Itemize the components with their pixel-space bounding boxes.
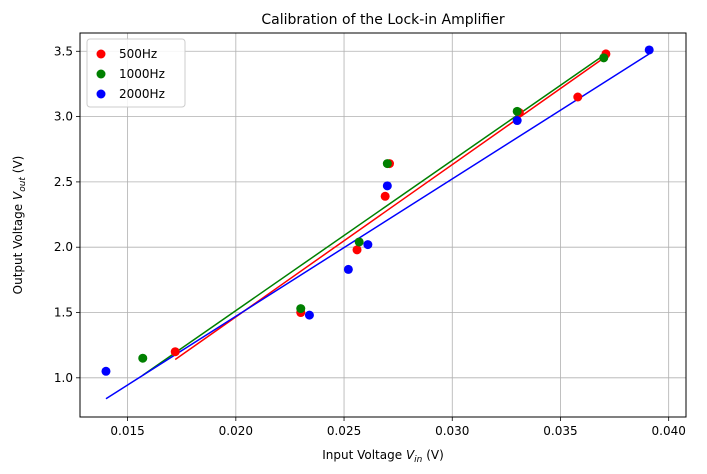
data-point-2000hz [644, 45, 654, 55]
data-point-2000hz [512, 116, 522, 126]
data-point-500hz [380, 191, 390, 201]
x-axis-label-prefix: Input Voltage [322, 448, 406, 462]
y-axis-label-sub: out [18, 177, 28, 192]
x-tick-label: 0.015 [110, 424, 144, 438]
data-point-1000hz [296, 304, 306, 314]
data-points [101, 45, 654, 376]
y-axis-label-prefix: Output Voltage [11, 200, 25, 294]
y-tick-label: 2.5 [54, 175, 73, 189]
data-point-1000hz [599, 53, 609, 63]
y-tick-label: 3.0 [54, 110, 73, 124]
fit-lines [105, 53, 650, 400]
x-tick-label: 0.020 [219, 424, 253, 438]
legend-label: 500Hz [119, 47, 157, 61]
data-point-2000hz [304, 310, 314, 320]
data-point-500hz [170, 347, 180, 357]
legend: 500Hz 1000Hz 2000Hz [86, 38, 186, 108]
y-axis-label-suffix: (V) [11, 156, 25, 177]
x-axis-label: Input Voltage Vin (V) [322, 448, 444, 465]
data-point-2000hz [363, 240, 373, 250]
x-tick-label: 0.035 [543, 424, 577, 438]
axis-ticks: 0.015 0.020 0.025 0.030 0.035 0.040 1.0 1.5 2.0 2… [54, 44, 686, 438]
data-point-1000hz [354, 237, 364, 247]
x-axis-label-suffix: (V) [422, 448, 443, 462]
x-axis-label-sub: in [414, 455, 423, 465]
legend-marker [96, 49, 106, 59]
data-point-2000hz [101, 366, 111, 376]
data-point-1000hz [382, 159, 392, 169]
x-tick-label: 0.030 [435, 424, 469, 438]
y-tick-label: 2.0 [54, 240, 73, 254]
fit-line-1000hz [142, 54, 605, 376]
fit-line-2000hz [105, 53, 650, 400]
x-axis-label-var: V [406, 448, 415, 462]
data-point-1000hz [512, 106, 522, 116]
x-tick-label: 0.040 [652, 424, 686, 438]
y-axis-label: Output Voltage Vout (V) [11, 156, 28, 295]
plot-frame [79, 32, 687, 418]
y-tick-label: 1.0 [54, 371, 73, 385]
x-tick-label: 0.025 [327, 424, 361, 438]
data-point-500hz [573, 92, 583, 102]
legend-box [86, 38, 186, 108]
y-tick-label: 3.5 [54, 44, 73, 58]
y-tick-label: 1.5 [54, 306, 73, 320]
chart-title: Calibration of the Lock-in Amplifier [261, 12, 504, 28]
legend-marker [96, 69, 106, 79]
legend-label: 1000Hz [119, 67, 165, 81]
legend-label: 2000Hz [119, 87, 165, 101]
y-axis-label-var: V [11, 191, 25, 200]
data-point-500hz [352, 245, 362, 255]
legend-marker [96, 89, 106, 99]
data-point-2000hz [343, 264, 353, 274]
data-point-2000hz [382, 181, 392, 191]
data-point-1000hz [138, 353, 148, 363]
